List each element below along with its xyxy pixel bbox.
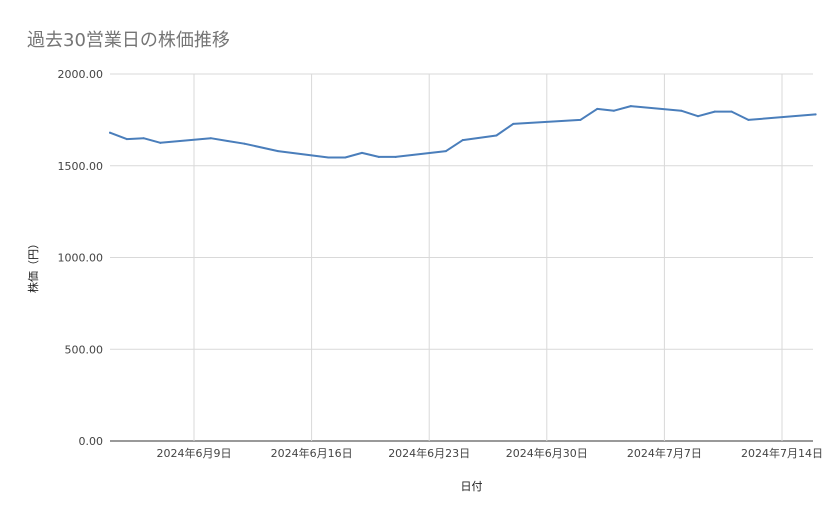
data-point xyxy=(125,138,128,141)
data-point xyxy=(142,137,145,140)
data-point xyxy=(226,139,229,142)
data-point xyxy=(377,155,380,158)
y-tick-label: 500.00 xyxy=(65,343,104,356)
data-point xyxy=(680,109,683,112)
y-tick-label: 1500.00 xyxy=(58,160,104,173)
data-point xyxy=(461,139,464,142)
data-point xyxy=(243,142,246,145)
y-tick-label: 1000.00 xyxy=(58,252,104,265)
data-point xyxy=(209,137,212,140)
data-point xyxy=(277,150,279,153)
data-point xyxy=(613,109,615,112)
y-tick-label: 0.00 xyxy=(79,435,104,448)
data-point xyxy=(495,134,498,137)
data-point xyxy=(697,115,699,118)
data-point xyxy=(361,151,363,154)
x-tick-label: 2024年6月30日 xyxy=(506,446,588,460)
x-tick-label: 2024年6月23日 xyxy=(388,446,470,460)
data-point xyxy=(327,156,330,159)
x-axis-title: 日付 xyxy=(461,480,483,493)
x-tick-label: 2024年6月9日 xyxy=(157,446,232,460)
data-point xyxy=(629,105,632,108)
data-point xyxy=(713,110,716,113)
series-line xyxy=(109,105,817,159)
y-axis-title: 株価（円） xyxy=(26,238,40,293)
data-point xyxy=(730,110,733,113)
x-tick-label: 2024年7月14日 xyxy=(741,446,823,460)
data-point xyxy=(344,156,347,159)
data-point xyxy=(747,118,750,121)
data-point xyxy=(394,155,397,158)
data-point xyxy=(445,150,447,153)
x-tick-label: 2024年6月16日 xyxy=(271,446,353,460)
data-point xyxy=(512,122,515,125)
data-point xyxy=(159,141,162,144)
data-point xyxy=(109,131,111,134)
data-point xyxy=(579,118,582,121)
x-tick-label: 2024年7月7日 xyxy=(627,446,702,460)
data-point xyxy=(596,107,599,110)
chart-title: 過去30営業日の株価推移 xyxy=(27,30,230,51)
data-point xyxy=(814,113,817,116)
y-tick-label: 2000.00 xyxy=(58,68,104,81)
